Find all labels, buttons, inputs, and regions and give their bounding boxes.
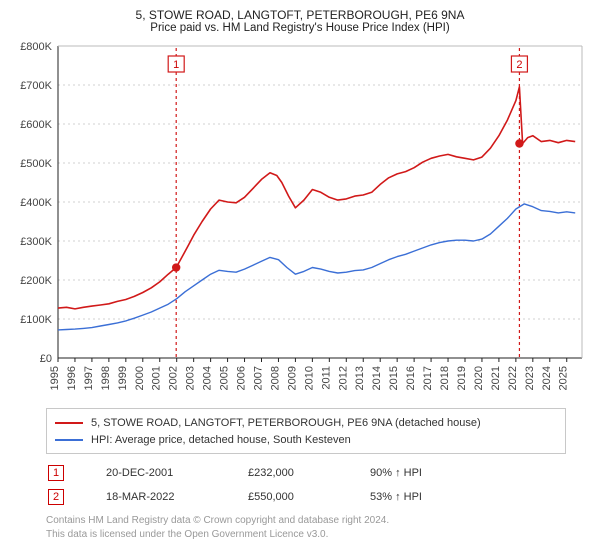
svg-text:£400K: £400K (20, 197, 52, 209)
svg-text:2007: 2007 (252, 366, 264, 390)
sale-price: £232,000 (248, 462, 368, 484)
price-chart: £0 £100K £200K £300K £400K £500K £600K £700K £80… (10, 40, 590, 400)
footer-line-2: This data is licensed under the Open Gov… (46, 528, 590, 542)
svg-text:2006: 2006 (236, 366, 248, 390)
footer-attribution: Contains HM Land Registry data © Crown c… (46, 514, 590, 541)
svg-text:1995: 1995 (49, 366, 61, 390)
sale-price: £550,000 (248, 486, 368, 508)
chart-title: 5, STOWE ROAD, LANGTOFT, PETERBOROUGH, P… (10, 8, 590, 22)
svg-text:2010: 2010 (303, 366, 315, 390)
svg-text:2018: 2018 (439, 366, 451, 390)
legend-swatch (55, 439, 83, 441)
svg-text:£700K: £700K (20, 80, 52, 92)
sale-hpi-pct: 53% ↑ HPI (370, 486, 564, 508)
legend-row: 5, STOWE ROAD, LANGTOFT, PETERBOROUGH, P… (55, 414, 557, 431)
legend-swatch (55, 422, 83, 424)
svg-text:2015: 2015 (388, 366, 400, 390)
svg-text:2004: 2004 (202, 366, 214, 390)
legend: 5, STOWE ROAD, LANGTOFT, PETERBOROUGH, P… (46, 408, 566, 454)
svg-text:£0: £0 (40, 353, 52, 365)
svg-text:2011: 2011 (320, 366, 332, 390)
svg-text:2012: 2012 (337, 366, 349, 390)
sale-hpi-pct: 90% ↑ HPI (370, 462, 564, 484)
chart-svg: £0 £100K £200K £300K £400K £500K £600K £700K £80… (10, 40, 590, 400)
sale-marker: 2 (48, 489, 64, 505)
svg-text:2014: 2014 (371, 366, 383, 390)
legend-row: HPI: Average price, detached house, Sout… (55, 431, 557, 448)
svg-text:£800K: £800K (20, 41, 52, 53)
svg-text:£500K: £500K (20, 158, 52, 170)
svg-text:2024: 2024 (541, 366, 553, 390)
legend-label: HPI: Average price, detached house, Sout… (91, 434, 351, 446)
sale-marker: 1 (48, 465, 64, 481)
svg-text:1999: 1999 (117, 366, 129, 390)
sale-row: 2 18-MAR-2022£550,00053% ↑ HPI (48, 486, 564, 508)
sale-date: 20-DEC-2001 (106, 462, 246, 484)
svg-text:2025: 2025 (558, 366, 570, 390)
svg-text:2022: 2022 (507, 366, 519, 390)
sale-date: 18-MAR-2022 (106, 486, 246, 508)
svg-text:2003: 2003 (185, 366, 197, 390)
svg-text:2021: 2021 (490, 366, 502, 390)
svg-text:1998: 1998 (100, 366, 112, 390)
svg-text:£300K: £300K (20, 236, 52, 248)
svg-text:1: 1 (173, 59, 179, 71)
svg-text:2: 2 (516, 59, 522, 71)
svg-text:1997: 1997 (83, 366, 95, 390)
svg-text:2019: 2019 (456, 366, 468, 390)
svg-text:2001: 2001 (151, 366, 163, 390)
svg-text:£200K: £200K (20, 275, 52, 287)
svg-text:2002: 2002 (168, 366, 180, 390)
svg-text:£100K: £100K (20, 314, 52, 326)
sales-table: 1 20-DEC-2001£232,00090% ↑ HPI 2 18-MAR-202… (46, 460, 566, 510)
svg-text:2009: 2009 (286, 366, 298, 390)
svg-text:2005: 2005 (219, 366, 231, 390)
svg-text:£600K: £600K (20, 119, 52, 131)
footer-line-1: Contains HM Land Registry data © Crown c… (46, 514, 590, 528)
legend-label: 5, STOWE ROAD, LANGTOFT, PETERBOROUGH, P… (91, 417, 481, 429)
sale-row: 1 20-DEC-2001£232,00090% ↑ HPI (48, 462, 564, 484)
svg-text:2017: 2017 (422, 366, 434, 390)
svg-text:1996: 1996 (66, 366, 78, 390)
svg-text:2020: 2020 (473, 366, 485, 390)
svg-text:2000: 2000 (134, 366, 146, 390)
svg-text:2013: 2013 (354, 366, 366, 390)
chart-subtitle: Price paid vs. HM Land Registry's House … (10, 22, 590, 34)
svg-text:2016: 2016 (405, 366, 417, 390)
svg-text:2023: 2023 (524, 366, 536, 390)
svg-text:2008: 2008 (269, 366, 281, 390)
